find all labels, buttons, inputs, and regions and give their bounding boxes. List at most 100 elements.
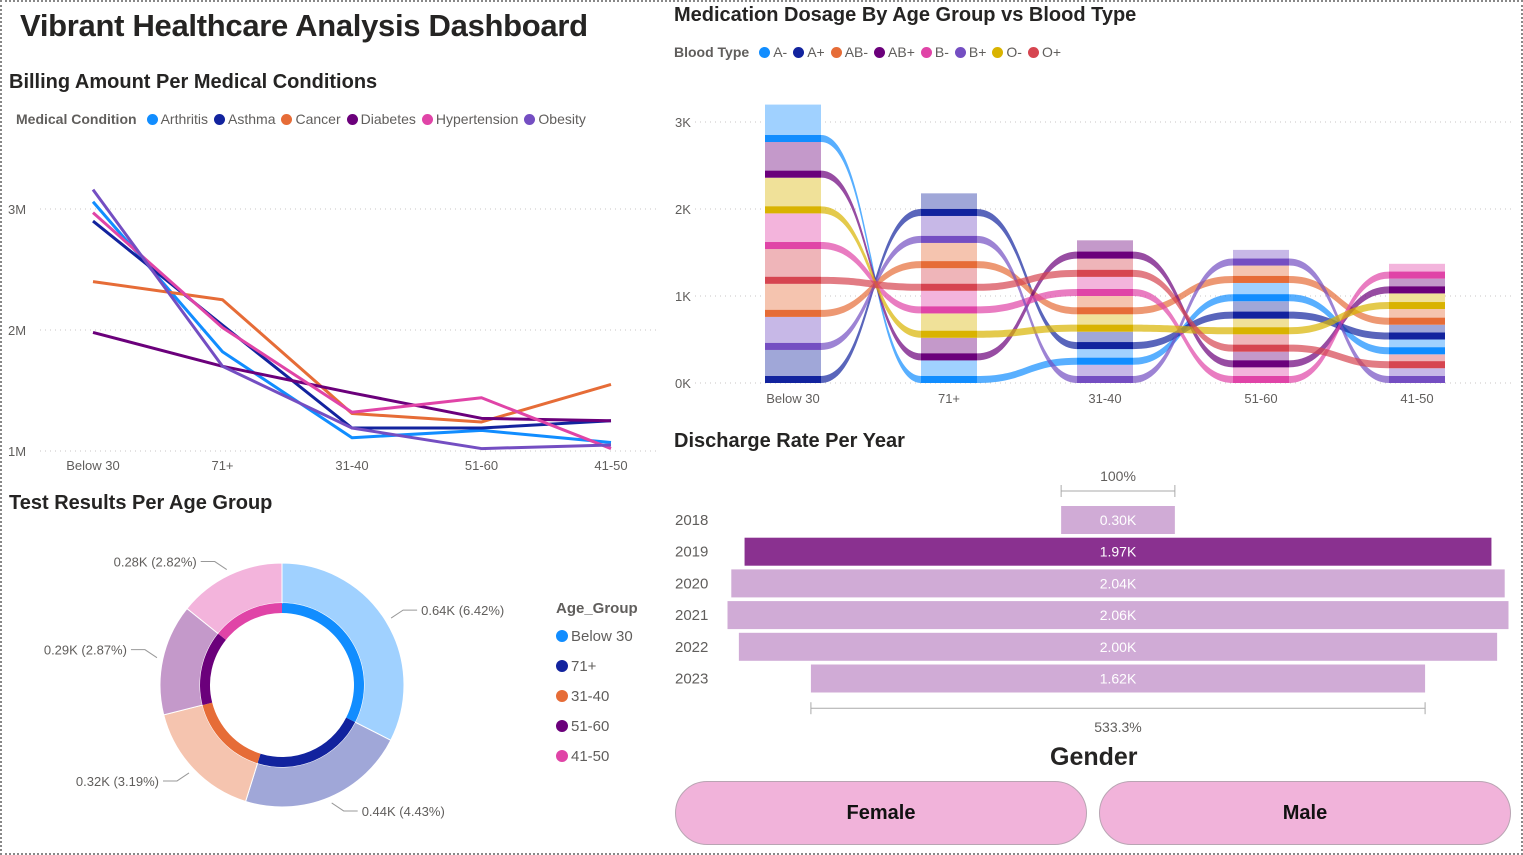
- funnel-bar-2020[interactable]: [731, 569, 1505, 598]
- data-label-leader: [130, 649, 158, 659]
- legend-item-31-40[interactable]: 31-40: [556, 681, 638, 711]
- legend-item-51-60[interactable]: 51-60: [556, 711, 638, 741]
- legend-item-bminus[interactable]: B-: [920, 44, 949, 60]
- ribbon-abminus[interactable]: [821, 261, 921, 317]
- x-tick-label: 51-60: [1244, 391, 1277, 406]
- ribbon-ominus[interactable]: [1133, 324, 1233, 335]
- line-series-asthma[interactable]: [92, 219, 612, 430]
- donut-inner-slice-51-60[interactable]: [200, 633, 226, 706]
- ribbon-bplus[interactable]: [1133, 258, 1233, 383]
- dosage-ribbon-chart[interactable]: 0K 1K 2K 3K Below 30 71+ 31-40 51-60 41-50: [665, 95, 1520, 410]
- ribbon-bminus[interactable]: [977, 289, 1077, 314]
- legend-dot-icon: [954, 46, 966, 58]
- line-series-diabetes[interactable]: [92, 330, 612, 423]
- legend-item-abplus[interactable]: AB+: [874, 44, 915, 60]
- legend-label: Asthma: [228, 111, 276, 127]
- segment-band-bplus: [1233, 258, 1289, 266]
- legend-item-hypertension[interactable]: Hypertension: [421, 111, 518, 127]
- funnel-bar-2023[interactable]: [810, 664, 1426, 693]
- segment-band-ominus: [1077, 324, 1133, 332]
- legend-item-71plus[interactable]: 71+: [556, 651, 638, 681]
- legend-label: A+: [807, 44, 825, 60]
- dosage-legend-title: Blood Type: [674, 44, 750, 60]
- ribbon-bminus[interactable]: [1289, 271, 1389, 383]
- ribbon-bminus[interactable]: [1133, 289, 1233, 383]
- segment-band-aplus: [1389, 332, 1445, 340]
- ribbon-oplus[interactable]: [977, 269, 1077, 291]
- segment-band-abminus: [1077, 307, 1133, 315]
- funnel-bar-2022[interactable]: [738, 632, 1498, 661]
- donut-inner-slice-below-30[interactable]: [282, 603, 364, 723]
- ribbon-ominus[interactable]: [1289, 302, 1389, 335]
- ribbon-aminus[interactable]: [821, 135, 921, 383]
- funnel-bar-2018[interactable]: [1061, 506, 1175, 534]
- discharge-chart-title: Discharge Rate Per Year: [674, 430, 905, 452]
- gender-male-button[interactable]: Male: [1099, 781, 1511, 845]
- segment-band-oplus: [1077, 269, 1133, 277]
- legend-item-bplus[interactable]: B+: [954, 44, 986, 60]
- ribbon-bplus[interactable]: [821, 235, 921, 350]
- legend-item-41-50[interactable]: 41-50: [556, 741, 638, 771]
- donut-inner-slice-31-40[interactable]: [202, 702, 261, 764]
- segment-band-abplus: [1389, 286, 1445, 294]
- donut-inner-slice-41-50[interactable]: [218, 603, 282, 640]
- funnel-data-label: 2.00K: [1100, 639, 1137, 655]
- dosage-legend: Blood Type A- A+ AB- AB+ B- B+ O- O+: [674, 44, 1067, 60]
- segment-band-oplus: [921, 283, 977, 291]
- legend-item-diabetes[interactable]: Diabetes: [346, 111, 416, 127]
- line-series-hypertension[interactable]: [92, 211, 612, 450]
- x-tick-label: Below 30: [66, 458, 119, 473]
- ribbon-ominus[interactable]: [977, 324, 1077, 338]
- ribbon-abplus[interactable]: [821, 170, 921, 361]
- legend-item-oplus[interactable]: O+: [1027, 44, 1061, 60]
- ribbon-bplus[interactable]: [977, 235, 1077, 383]
- funnel-bar-2019[interactable]: [744, 537, 1492, 566]
- segment-band-abplus: [921, 353, 977, 361]
- segment-band-aplus: [765, 376, 821, 383]
- ribbon-aminus[interactable]: [977, 357, 1077, 383]
- funnel-data-label: 0.30K: [1100, 512, 1137, 528]
- legend-dot-icon: [421, 113, 433, 125]
- test-results-donut-chart[interactable]: 0.64K (6.42%) 0.44K (4.43%) 0.32K (3.19%) 0…: [0, 530, 540, 830]
- data-label-leader: [200, 561, 228, 570]
- legend-dot-icon: [556, 720, 568, 732]
- legend-item-obesity[interactable]: Obesity: [524, 111, 586, 127]
- legend-item-aminus[interactable]: A-: [759, 44, 787, 60]
- data-label: 0.64K (6.42%): [421, 603, 504, 618]
- legend-item-cancer[interactable]: Cancer: [281, 111, 341, 127]
- x-tick-label: Below 30: [766, 391, 819, 406]
- segment-band-ominus: [921, 330, 977, 338]
- ribbon-abminus[interactable]: [1289, 275, 1389, 325]
- legend-item-ominus[interactable]: O-: [992, 44, 1022, 60]
- legend-dot-icon: [281, 113, 293, 125]
- segment-band-bminus: [1389, 271, 1445, 279]
- line-series-arthritis[interactable]: [91, 200, 612, 445]
- legend-item-below-30[interactable]: Below 30: [556, 621, 638, 651]
- funnel-bar-2021[interactable]: [727, 601, 1509, 630]
- legend-label: Cancer: [295, 111, 341, 127]
- donut-slice-below-30[interactable]: [281, 562, 405, 741]
- segment-band-abminus: [1389, 317, 1445, 325]
- data-label: 0.29K (2.87%): [44, 643, 127, 658]
- billing-legend-title: Medical Condition: [16, 111, 137, 127]
- gender-female-button[interactable]: Female: [675, 781, 1087, 845]
- ribbon-abminus[interactable]: [977, 261, 1077, 315]
- line-series-obesity[interactable]: [91, 188, 612, 451]
- legend-item-arthritis[interactable]: Arthritis: [146, 111, 208, 127]
- ribbon-oplus[interactable]: [821, 276, 921, 291]
- ribbon-oplus[interactable]: [1133, 269, 1233, 352]
- ribbon-ominus[interactable]: [821, 206, 921, 338]
- ribbon-bminus[interactable]: [821, 242, 921, 314]
- x-tick-label: 51-60: [465, 458, 498, 473]
- segment-band-bminus: [1233, 376, 1289, 383]
- ribbon-oplus[interactable]: [1289, 344, 1389, 369]
- legend-item-asthma[interactable]: Asthma: [214, 111, 275, 127]
- legend-item-aplus[interactable]: A+: [793, 44, 825, 60]
- discharge-funnel-chart[interactable]: 100% 0.30K 2018 1.97K 2019 2.04K 2020 2.06K 2021…: [665, 460, 1520, 740]
- donut-inner-slice-71plus[interactable]: [257, 717, 356, 767]
- legend-dot-icon: [793, 46, 805, 58]
- billing-line-chart[interactable]: 1M 2M 3M Below 30 71+ 31-40 51-60 41-50: [0, 140, 665, 480]
- y-tick-label: 2K: [675, 202, 691, 217]
- legend-item-abminus[interactable]: AB-: [830, 44, 868, 60]
- y-tick-label: 2M: [8, 323, 26, 338]
